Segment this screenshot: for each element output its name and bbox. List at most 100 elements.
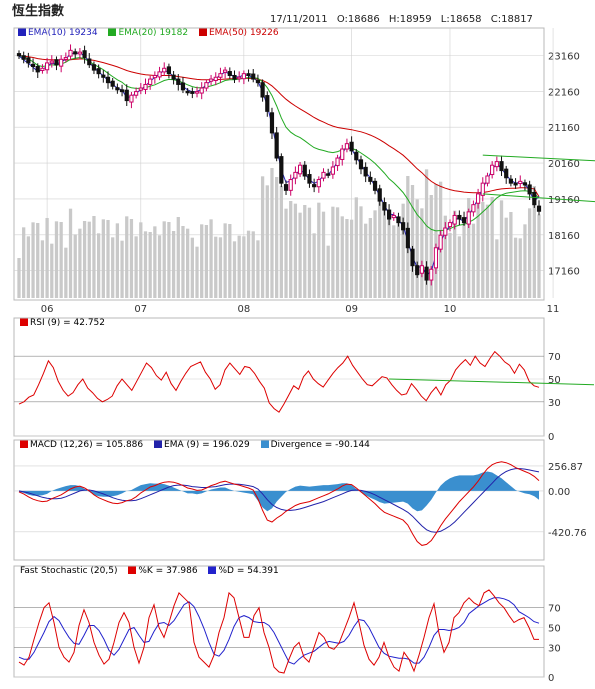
volume-bar	[200, 224, 204, 298]
candle-body	[415, 265, 420, 276]
k-swatch	[128, 566, 137, 574]
volume-bar	[420, 208, 424, 298]
candle-body	[176, 78, 181, 85]
volume-bar	[429, 195, 433, 298]
macd-ema-legend-label: EMA (9)	[164, 440, 200, 450]
macd-legend-value: = 105.886	[95, 440, 144, 450]
candle-body	[246, 73, 251, 76]
volume-bar	[92, 216, 96, 298]
candle-body	[223, 69, 228, 73]
volume-bar	[190, 237, 194, 298]
candle-body	[180, 82, 186, 91]
candle-body	[480, 182, 485, 196]
ema10-legend-value: 19234	[68, 28, 98, 38]
volume-bar	[223, 223, 227, 298]
volume-bar	[31, 222, 35, 298]
candle-body	[302, 164, 307, 177]
volume-bar	[303, 205, 307, 298]
rsi-trendline	[389, 378, 595, 386]
ema10-line	[18, 52, 540, 277]
candle-body	[471, 204, 476, 213]
candle-body	[466, 211, 471, 225]
volume-bar	[17, 258, 21, 298]
volume-bar	[476, 193, 480, 298]
rsi-line	[18, 350, 540, 413]
stochastic-legend-label: Fast Stochastic (20,5)	[20, 566, 118, 576]
candle-body	[157, 71, 162, 78]
volume-bar	[214, 236, 218, 298]
volume-bar	[129, 219, 134, 298]
candle-body	[527, 184, 532, 195]
candle-body	[101, 74, 106, 78]
volume-bar	[26, 236, 31, 298]
candle-body	[354, 151, 359, 161]
price-trendline	[482, 154, 595, 162]
price-panel-frame	[13, 27, 545, 301]
candle-body	[213, 76, 218, 82]
candle-body	[490, 164, 495, 176]
candle-body	[283, 184, 289, 191]
ema10-swatch	[18, 28, 26, 36]
candle-body	[457, 214, 462, 220]
volume-bar	[307, 207, 312, 298]
candle-body	[377, 188, 382, 202]
volume-bar	[176, 217, 180, 298]
candle-body	[115, 87, 120, 91]
candle-body	[162, 67, 167, 73]
volume-bar	[471, 223, 476, 298]
candle-body	[138, 87, 143, 91]
candle-body	[166, 66, 172, 75]
rsi-axis-tick-label: 50	[548, 375, 561, 386]
candle-body	[330, 166, 335, 175]
volume-bar	[246, 230, 251, 298]
candle-body	[372, 180, 378, 191]
candle-body	[227, 71, 232, 76]
price-axis-tick-label: 17160	[548, 267, 580, 278]
candle-body	[522, 182, 528, 186]
candle-body	[190, 91, 195, 94]
macd-axis-tick-label: 0.00	[548, 487, 570, 498]
volume-bar	[345, 219, 349, 298]
candle-body	[218, 73, 223, 78]
candle-body	[241, 73, 246, 80]
candle-body	[461, 217, 467, 224]
volume-bar	[293, 203, 298, 298]
month-tick-label: 11	[547, 304, 560, 315]
volume-bar	[134, 236, 138, 298]
candle-body	[171, 74, 176, 80]
divergence-swatch	[260, 440, 269, 448]
volume-bar	[101, 219, 105, 298]
volume-bar	[312, 233, 316, 298]
volume-bar	[373, 210, 377, 298]
candle-body	[143, 83, 148, 90]
macd-ema-legend-value: = 196.029	[202, 440, 250, 450]
candle-body	[269, 112, 275, 134]
volume-bar	[392, 225, 396, 298]
candle-body	[265, 95, 270, 112]
volume-bar	[36, 223, 40, 298]
candle-body	[54, 59, 59, 66]
candle-body	[293, 171, 298, 179]
macd-axis-tick-label: -420.76	[548, 528, 587, 539]
candle-body	[447, 222, 453, 228]
price-axis-tick-label: 19160	[548, 195, 580, 206]
volume-bar	[509, 212, 513, 298]
volume-bar	[443, 215, 447, 298]
candle-body	[87, 58, 92, 66]
volume-bar	[111, 237, 115, 298]
volume-bar	[340, 216, 344, 298]
candle-body	[124, 89, 129, 102]
macd-ema-line	[18, 468, 540, 533]
rsi-legend-value: = 42.752	[63, 318, 106, 328]
candle-body	[185, 90, 190, 94]
rsi-legend: RSI (9) = 42.752	[20, 318, 105, 328]
candle-body	[326, 173, 331, 176]
volume-bar	[181, 226, 185, 298]
candle-body	[237, 76, 242, 80]
volume-bar	[415, 199, 419, 298]
candle-body	[401, 222, 406, 231]
candle-body	[475, 193, 481, 204]
volume-bar	[410, 185, 415, 298]
candle-body	[438, 234, 443, 250]
ema20-line	[18, 55, 540, 232]
